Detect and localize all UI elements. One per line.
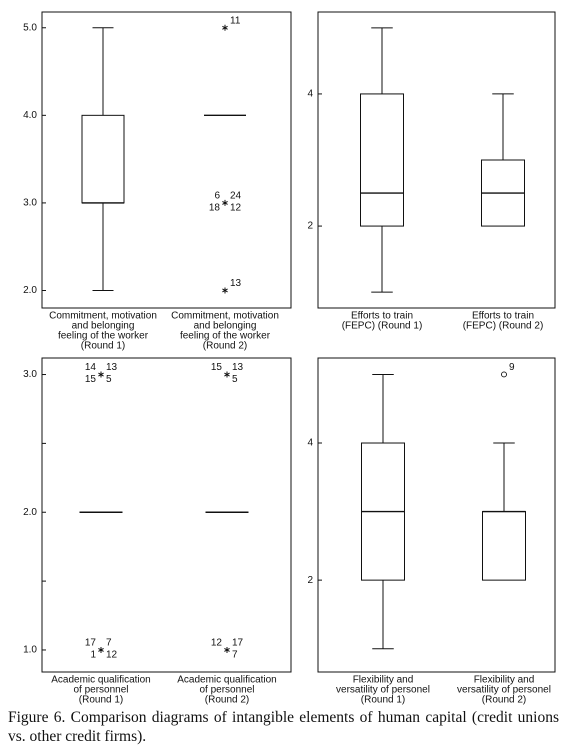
plot-frame	[41, 11, 292, 309]
y-tick-label: 2	[307, 221, 313, 232]
outlier-label: 1	[90, 650, 96, 661]
category-label: feeling of the worker	[180, 331, 271, 342]
outlier-label: 13	[232, 362, 244, 373]
outlier-label: 17	[85, 638, 97, 649]
outlier-label: 11	[230, 15, 241, 26]
category-label: (Round 1)	[81, 341, 125, 352]
box	[360, 93, 404, 227]
category-label: (FEPC) (Round 1)	[342, 321, 423, 332]
outlier-label: 5	[232, 374, 238, 385]
y-tick-label: 5.0	[23, 22, 37, 33]
y-tick-label: 1.0	[23, 645, 37, 656]
plot-frame	[317, 357, 556, 673]
category-label: Efforts to train	[472, 311, 534, 322]
outlier-label: 6	[214, 191, 220, 202]
outlier-label: 5	[106, 374, 112, 385]
category-label: and belonging	[194, 321, 257, 332]
y-tick-label: 4.0	[23, 110, 37, 121]
outlier	[98, 646, 104, 653]
category-label: of personnel	[73, 685, 128, 696]
category-label: (FEPC) (Round 2)	[463, 321, 544, 332]
caption: Figure 6. Comparison diagrams of intangi…	[8, 709, 559, 745]
category-label: feeling of the worker	[58, 331, 149, 342]
category-label: Flexibility and	[474, 675, 535, 686]
y-tick-label: 2	[307, 575, 313, 586]
category-label: (Round 2)	[205, 695, 249, 705]
outlier	[224, 646, 230, 653]
y-tick-label: 4	[307, 89, 313, 100]
outlier	[222, 199, 228, 206]
plot-frame	[317, 11, 556, 309]
box	[81, 114, 125, 204]
category-label: (Round 1)	[79, 695, 123, 705]
outlier-label: 14	[85, 362, 97, 373]
outlier-label: 12	[106, 650, 118, 661]
y-tick-label: 2.0	[23, 507, 37, 518]
outlier-label: 17	[232, 638, 244, 649]
category-label: Commitment, motivation	[171, 311, 279, 322]
category-label: Commitment, motivation	[49, 311, 157, 322]
outlier-label: 7	[106, 638, 112, 649]
outlier-label: 15	[85, 374, 97, 385]
outlier-label: 13	[106, 362, 118, 373]
category-label: and belonging	[72, 321, 135, 332]
outlier-label: 24	[230, 191, 242, 202]
category-label: Efforts to train	[351, 311, 413, 322]
outlier-label: 13	[230, 278, 242, 289]
y-tick-label: 3.0	[23, 369, 37, 380]
category-label: Flexibility and	[353, 675, 414, 686]
outlier-label: 7	[232, 650, 238, 661]
outlier	[224, 371, 230, 378]
outlier-label: 12	[211, 638, 223, 649]
category-label: versatility of personel	[336, 685, 430, 696]
category-label: (Round 1)	[361, 695, 405, 705]
category-label: of personnel	[199, 685, 254, 696]
outlier	[222, 287, 228, 294]
category-label: (Round 2)	[482, 695, 526, 705]
box	[482, 511, 526, 581]
outlier	[501, 371, 507, 378]
category-label: versatility of personel	[457, 685, 551, 696]
outlier-label: 12	[230, 203, 242, 214]
y-tick-label: 3.0	[23, 198, 37, 209]
outlier-label: 18	[209, 203, 221, 214]
outlier-label: 9	[509, 362, 515, 373]
y-tick-label: 4	[307, 438, 313, 449]
plot-frame	[41, 357, 292, 673]
outlier	[222, 24, 228, 31]
category-label: Academic qualification	[51, 675, 151, 686]
outlier	[98, 371, 104, 378]
category-label: (Round 2)	[203, 341, 247, 352]
outlier-label: 15	[211, 362, 223, 373]
category-label: Academic qualification	[177, 675, 277, 686]
y-tick-label: 2.0	[23, 285, 37, 296]
